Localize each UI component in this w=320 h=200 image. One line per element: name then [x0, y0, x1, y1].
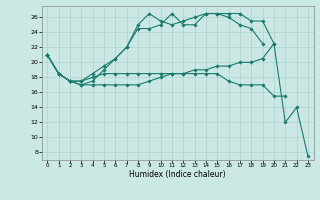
X-axis label: Humidex (Indice chaleur): Humidex (Indice chaleur) [129, 170, 226, 179]
